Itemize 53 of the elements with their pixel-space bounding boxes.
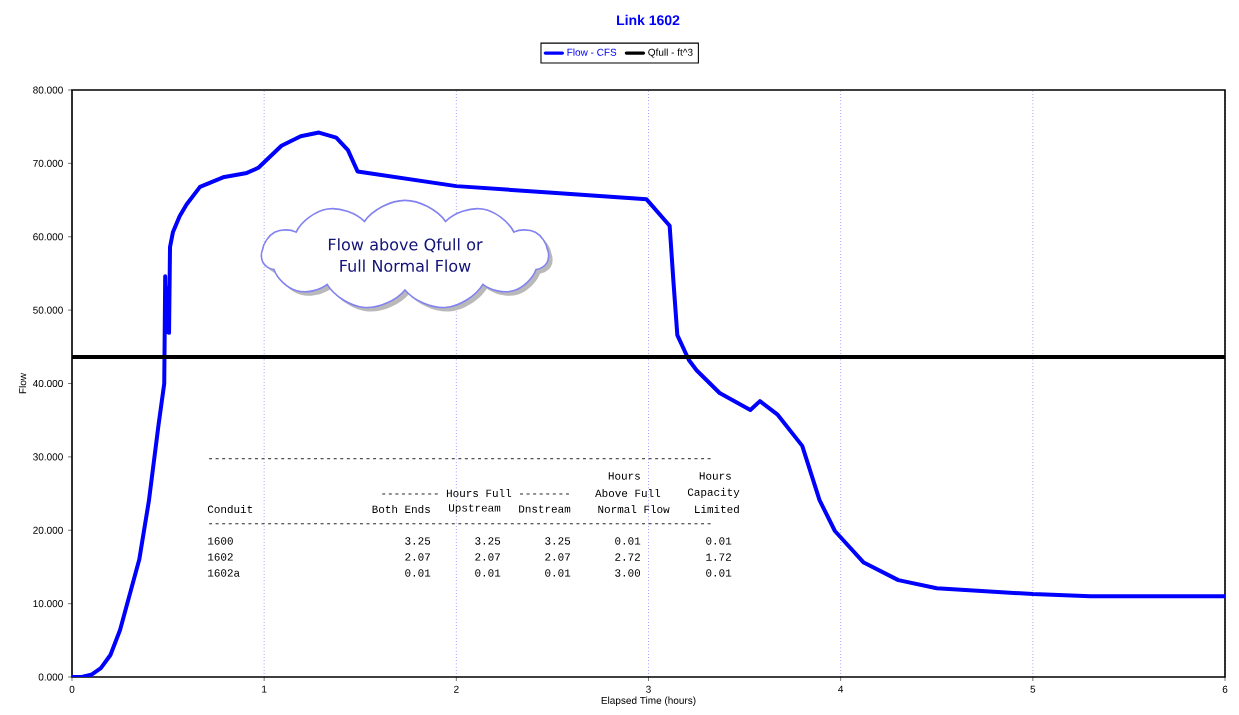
annotation: Above Full <box>595 488 661 497</box>
legend-label: Qfull - ft^3 <box>648 48 693 58</box>
x-tick-label: 4 <box>838 685 844 693</box>
annotation: --------- Hours Full -------- <box>382 488 569 497</box>
x-tick-label: 0 <box>69 685 75 693</box>
x-tick-label: 3 <box>646 685 651 693</box>
annotation: Hours <box>608 472 640 480</box>
annotation: 1602 <box>208 553 233 561</box>
x-tick-label: 1 <box>262 685 267 693</box>
annotation: Dnstream <box>519 505 571 513</box>
annotation: Upstream <box>449 504 501 514</box>
annotation: Conduit <box>207 504 253 514</box>
y-tick-label: 0.000 <box>38 673 63 681</box>
annotation: 3.25 <box>475 537 501 545</box>
annotation: 3.00 <box>615 569 641 577</box>
annotation: 2.07 <box>405 553 430 561</box>
annotation: 0.01 <box>545 569 571 577</box>
x-tick-label: 6 <box>1222 685 1228 693</box>
annotation: Both Ends <box>372 504 430 514</box>
annotation: ----------------------------------------------------------------------------- <box>209 458 711 460</box>
annotation: 2.72 <box>615 553 640 561</box>
y-tick-label: 20.000 <box>33 526 63 534</box>
legend-label: Flow - CFS <box>567 48 617 56</box>
annotation: 3.25 <box>545 537 571 545</box>
y-tick-label: 70.000 <box>33 159 63 167</box>
x-axis-title: Elapsed Time (hours) <box>601 696 696 706</box>
annotation: 0.01 <box>706 537 732 545</box>
y-axis-title: Flow <box>18 372 27 394</box>
y-tick-label: 50.000 <box>33 306 63 314</box>
annotation: Capacity <box>687 487 740 499</box>
annotation: Limited <box>695 504 739 514</box>
x-tick-label: 2 <box>454 685 459 693</box>
annotation: 1600 <box>208 537 233 545</box>
y-tick-label: 40.000 <box>32 379 63 388</box>
annotation: Hours <box>699 472 731 480</box>
annotation: 3.25 <box>405 537 431 545</box>
x-tick-label: 5 <box>1030 685 1036 693</box>
y-tick-label: 30.000 <box>33 453 63 461</box>
annotation: 0.01 <box>475 569 501 577</box>
annotation: 1602a <box>208 569 240 577</box>
annotation: 1.72 <box>706 553 731 561</box>
annotation: Normal Flow <box>598 504 670 514</box>
chart-title: Link 1602 <box>617 14 680 26</box>
y-tick-label: 80.000 <box>33 86 63 94</box>
annotation: Flow above Qfull or Full Normal Flow <box>328 238 483 272</box>
annotation: ----------------------------------------------------------------------------- <box>209 523 711 525</box>
y-tick-label: 60.000 <box>33 233 63 241</box>
annotation: 0.01 <box>405 569 431 577</box>
annotation: 0.01 <box>615 537 641 545</box>
annotation: 0.01 <box>706 569 732 577</box>
annotation: 2.07 <box>475 553 500 561</box>
annotation: 2.07 <box>545 553 570 561</box>
y-tick-label: 10.000 <box>33 600 63 608</box>
